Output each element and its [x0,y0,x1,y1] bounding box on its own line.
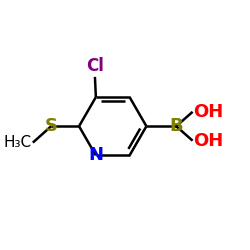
Text: S: S [44,117,58,135]
Text: Cl: Cl [86,57,104,75]
Text: OH: OH [194,103,224,121]
Text: N: N [88,146,104,164]
Text: H₃C: H₃C [4,135,32,150]
Text: B: B [170,117,183,135]
Text: OH: OH [194,132,224,150]
